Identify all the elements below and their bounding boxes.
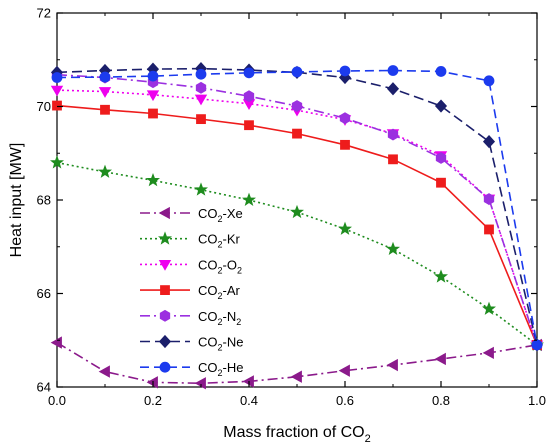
data-point — [483, 193, 495, 206]
series-1 — [50, 155, 544, 351]
y-tick-label: 70 — [37, 99, 51, 114]
data-point — [242, 192, 256, 206]
data-point — [483, 75, 495, 87]
legend-item: CO2-Kr — [140, 231, 241, 250]
y-tick-label: 72 — [37, 6, 51, 21]
data-point — [99, 71, 111, 83]
x-tick-label: 1.0 — [528, 393, 546, 408]
data-point — [291, 100, 303, 112]
data-point — [387, 128, 399, 141]
series-line — [56, 104, 538, 346]
legend-label: CO2-O2 — [198, 257, 242, 275]
data-point — [291, 66, 303, 78]
legend-item: CO2-Ar — [140, 283, 241, 301]
legend: CO2-Xe CO2-Kr CO2-O2 CO2-Ar CO2-N2 CO2-Ne CO2-… — [140, 206, 243, 378]
data-point — [482, 301, 496, 315]
data-point — [243, 90, 255, 103]
x-tick-label: 0.2 — [144, 393, 162, 408]
data-point — [434, 99, 448, 113]
data-point — [386, 358, 398, 372]
x-tick-label: 0.6 — [336, 393, 354, 408]
data-point — [434, 352, 446, 366]
data-point — [194, 182, 208, 196]
tick-layer: 0.0 0.2 0.4 0.6 0.8 1.0 64 66 68 70 72 — [37, 6, 547, 409]
y-tick-label: 68 — [37, 193, 51, 208]
data-point — [290, 370, 302, 383]
legend-item: CO2-He — [140, 360, 243, 378]
data-point — [148, 108, 158, 119]
data-point — [434, 269, 448, 283]
data-point — [146, 173, 160, 187]
data-point — [435, 66, 447, 77]
series-line — [56, 89, 538, 346]
data-point — [100, 104, 110, 115]
legend-item: CO2-Ne — [140, 335, 243, 353]
data-point — [52, 100, 62, 111]
data-point — [50, 85, 64, 97]
data-point — [482, 134, 496, 149]
legend-label: CO2-Xe — [198, 206, 243, 224]
legend-marker — [158, 259, 172, 271]
data-point — [340, 139, 350, 150]
data-point — [195, 68, 207, 80]
legend-label: CO2-Ne — [198, 335, 243, 353]
y-axis-title: Heat input [MW] — [8, 143, 25, 258]
data-point — [146, 90, 160, 102]
x-axis-title: Mass fraction of CO2 — [223, 424, 371, 445]
data-point — [482, 346, 494, 360]
legend-item: CO2-O2 — [140, 257, 242, 275]
data-point — [338, 221, 352, 235]
data-point — [387, 65, 399, 76]
data-point — [484, 224, 494, 235]
series-line — [56, 161, 538, 346]
x-tick-label: 0.4 — [240, 393, 258, 408]
data-point — [338, 364, 350, 377]
data-point — [436, 177, 446, 188]
data-point — [386, 82, 400, 96]
x-tick-label: 0.8 — [432, 393, 450, 408]
legend-label: CO2-Kr — [198, 232, 241, 250]
legend-marker — [158, 206, 170, 220]
data-point — [195, 81, 207, 94]
legend-marker — [160, 285, 170, 296]
data-point — [196, 114, 206, 125]
data-point — [388, 154, 398, 165]
data-point — [339, 112, 351, 125]
data-point — [339, 65, 351, 77]
legend-marker — [158, 231, 172, 245]
y-tick-label: 66 — [37, 286, 51, 301]
legend-item: CO2-N2 — [140, 309, 241, 327]
data-point — [98, 365, 110, 378]
data-point — [435, 151, 447, 164]
data-point — [243, 67, 255, 79]
legend-label: CO2-N2 — [198, 309, 241, 327]
data-point — [194, 94, 208, 106]
series-3 — [52, 100, 542, 350]
data-point — [531, 339, 543, 351]
data-point — [98, 164, 112, 178]
legend-marker — [159, 309, 171, 322]
legend-marker — [158, 334, 172, 349]
legend-item: CO2-Xe — [140, 206, 243, 224]
data-point — [244, 120, 254, 131]
y-tick-label: 64 — [37, 380, 51, 395]
data-point — [51, 72, 63, 83]
data-point — [290, 204, 304, 219]
legend-label: CO2-He — [198, 360, 243, 378]
legend-label: CO2-Ar — [198, 283, 241, 301]
data-point — [386, 241, 400, 256]
data-point — [98, 87, 112, 98]
data-point — [292, 128, 302, 139]
x-tick-label: 0.0 — [48, 393, 66, 408]
series-0 — [50, 336, 542, 390]
legend-marker — [159, 361, 171, 373]
series-layer — [50, 62, 544, 390]
series-6 — [51, 65, 543, 351]
data-point — [50, 155, 64, 169]
data-point — [147, 70, 159, 82]
